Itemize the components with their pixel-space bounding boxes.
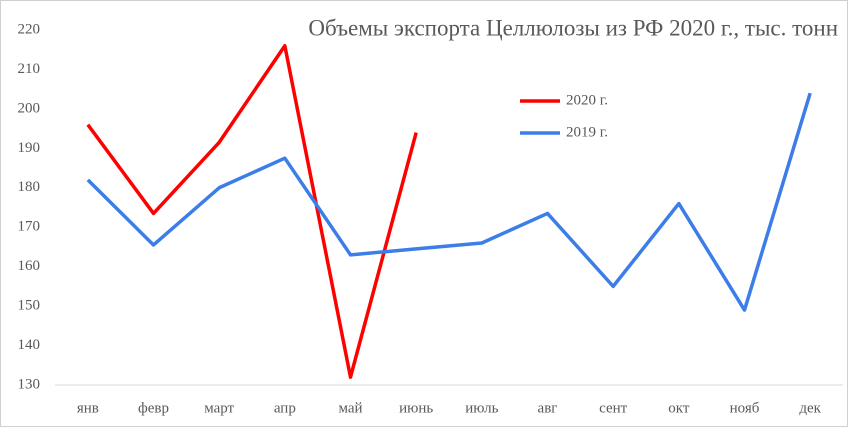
y-tick-label: 220 xyxy=(18,21,41,37)
x-tick-label: июнь xyxy=(399,400,433,416)
x-tick-label: май xyxy=(338,400,362,416)
y-tick-label: 200 xyxy=(18,100,41,116)
chart-title: Объемы экспорта Целлюлозы из РФ 2020 г.,… xyxy=(308,15,838,40)
x-tick-label: июль xyxy=(465,400,498,416)
x-tick-label: февр xyxy=(138,400,169,416)
y-tick-label: 160 xyxy=(18,258,41,274)
y-tick-label: 190 xyxy=(18,140,41,156)
x-tick-label: сент xyxy=(599,400,628,416)
y-tick-label: 130 xyxy=(18,376,41,392)
x-tick-label: янв xyxy=(77,400,99,416)
series-line xyxy=(86,44,418,379)
y-tick-label: 170 xyxy=(18,219,41,235)
y-tick-label: 180 xyxy=(18,179,41,195)
y-tick-label: 140 xyxy=(18,337,41,353)
series-line xyxy=(86,92,812,312)
legend-label: 2020 г. xyxy=(566,92,608,108)
legend-label: 2019 г. xyxy=(566,124,608,140)
y-tick-label: 210 xyxy=(18,61,41,77)
x-tick-label: авг xyxy=(538,400,558,416)
x-tick-label: окт xyxy=(668,400,690,416)
y-tick-label: 150 xyxy=(18,298,41,314)
x-tick-label: нояб xyxy=(730,400,760,416)
x-tick-label: дек xyxy=(799,400,821,416)
x-tick-label: март xyxy=(204,400,234,416)
x-tick-label: апр xyxy=(274,400,296,416)
